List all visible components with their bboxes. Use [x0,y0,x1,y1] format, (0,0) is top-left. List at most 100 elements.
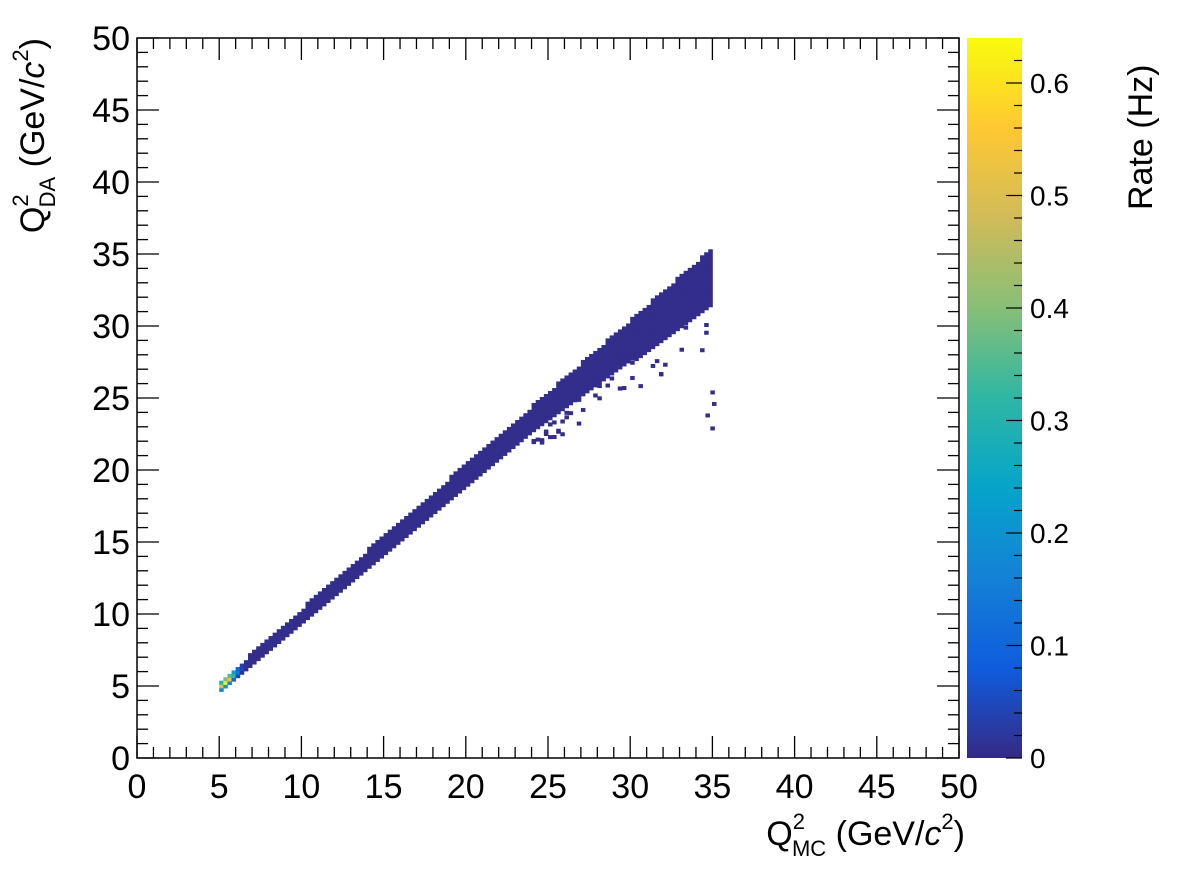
heatmap-cell [650,337,656,342]
heatmap-cell [663,289,668,294]
heatmap-cell [580,370,586,375]
heatmap-cell [568,383,574,388]
heatmap-cell [552,420,557,425]
heatmap-cell [679,324,685,329]
heatmap-cell [580,359,586,364]
heatmap-cell [469,475,475,480]
heatmap-cell [658,331,664,336]
heatmap-cell [494,458,500,463]
colorbar-title: Rate (Hz) [1122,65,1160,210]
heatmap-cell [461,468,467,473]
heatmap-cell [646,322,652,327]
heatmap-cell [474,472,479,477]
heatmap-cell [506,448,512,453]
heatmap-cell [564,382,569,387]
heatmap-cell [309,612,315,617]
heatmap-cell [617,358,623,363]
heatmap-cell [691,264,697,269]
heatmap-cell [556,428,561,433]
heatmap-cell [650,364,656,369]
heatmap-cell [284,633,290,638]
heatmap-cell [576,391,582,396]
heatmap-cell [708,281,713,286]
heatmap-cell [515,423,520,428]
heatmap-cell [412,519,417,524]
heatmap-cell [527,420,532,425]
heatmap-cell [420,509,426,514]
heatmap-cell [330,588,335,593]
heatmap-cell [589,375,594,380]
heatmap-cell [560,385,565,390]
heatmap-cell [630,320,635,325]
heatmap-cell [412,516,417,521]
heatmap-cell [342,581,348,586]
heatmap-cell [515,438,520,443]
heatmap-cell [708,303,713,308]
heatmap-cell [465,461,471,466]
heatmap-cell [671,315,676,320]
heatmap-cell [675,298,680,303]
heatmap-cell [243,667,249,672]
heatmap-cell [642,343,648,348]
heatmap-cell [531,413,537,418]
heatmap-cell [543,397,549,402]
heatmap-cell [556,381,561,386]
heatmap-cell [646,337,652,342]
heatmap-cell [363,564,368,569]
heatmap-cell [235,667,241,672]
heatmap-cell [400,533,405,538]
heatmap-cell [654,324,660,329]
heatmap-cell [589,364,594,369]
heatmap-cell [317,598,323,603]
heatmap-cell [679,273,685,278]
heatmap-cell [383,533,389,538]
y-tick-label: 5 [111,668,130,706]
heatmap-cell [597,347,602,352]
heatmap-cell [227,677,232,682]
heatmap-cell [321,595,327,600]
heatmap-cell [708,263,713,268]
heatmap-cell [256,646,261,651]
heatmap-cell [342,578,348,583]
heatmap-cell [560,403,565,408]
heatmap-cell [564,415,569,420]
heatmap-cell [605,349,611,354]
heatmap-cell [584,367,590,372]
heatmap-cell [634,317,639,322]
heatmap-cell [626,327,631,332]
heatmap-cell [658,299,664,304]
heatmap-cell [416,512,421,517]
heatmap-cell [679,302,685,307]
heatmap-cell [395,533,401,538]
heatmap-cell [395,530,401,535]
heatmap-cell [474,475,479,480]
heatmap-cell [264,650,269,655]
heatmap-cell [416,520,421,525]
heatmap-cell [338,577,343,582]
heatmap-cell [482,469,487,474]
heatmap-cell [687,311,693,316]
heatmap-cell [535,437,541,442]
heatmap-cell [506,430,512,435]
heatmap-cell [667,333,672,338]
heatmap-cell [700,289,705,294]
heatmap-cell [708,267,713,272]
x-tick-label: 5 [210,768,229,806]
heatmap-cell [346,571,352,576]
heatmap-cell [638,336,643,341]
heatmap-cell [695,294,701,299]
heatmap-cell [449,478,454,483]
heatmap-cell [474,465,479,470]
heatmap-cell [552,398,557,403]
heatmap-cell [675,305,680,310]
heatmap-cell [589,382,594,387]
heatmap-cell [519,434,524,439]
heatmap-cell [708,285,713,290]
heatmap-cell [326,584,331,589]
heatmap-cell [395,537,401,542]
heatmap-cell [700,258,705,263]
heatmap-cell [511,441,516,446]
heatmap-cell [630,327,635,332]
heatmap-cell [638,321,643,326]
heatmap-cell [683,325,689,330]
